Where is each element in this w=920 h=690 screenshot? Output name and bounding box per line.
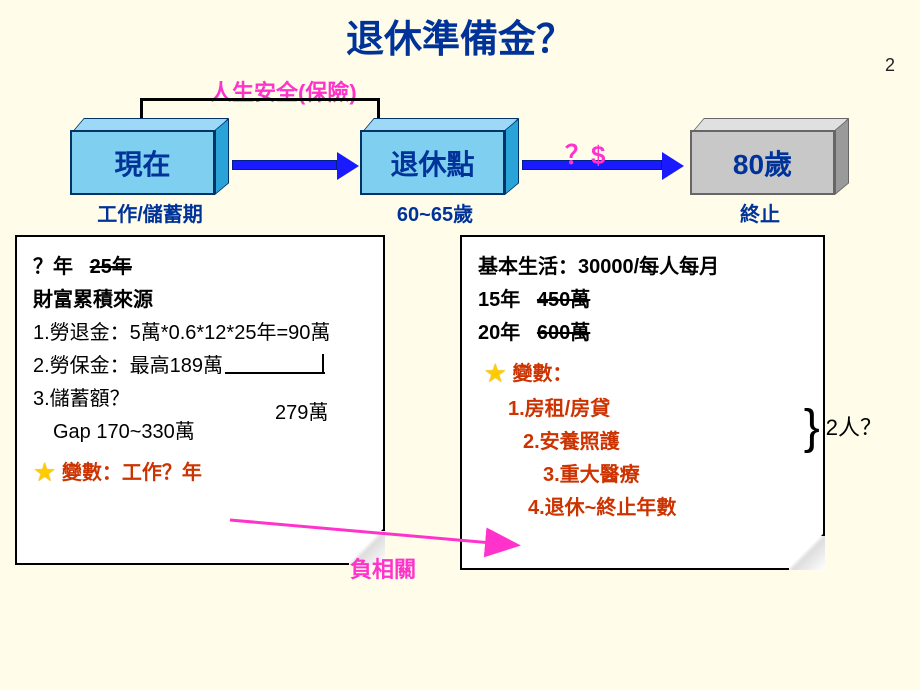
right-v2: 2.安養照護 <box>478 426 807 459</box>
neg-corr-label: 負相關 <box>350 552 416 584</box>
note-left: ？年 25年 財富累積來源 1.勞退金：5萬*0.6*12*25年=90萬 2.… <box>15 235 385 565</box>
star-icon: ★ <box>33 451 56 494</box>
sum-vert <box>322 354 324 374</box>
sum-bracket <box>225 372 325 374</box>
fold-icon <box>787 532 825 570</box>
box-now-sub: 工作/儲蓄期 <box>80 198 220 227</box>
left-l4: 2.勞保金：最高189萬 <box>33 350 367 383</box>
box-end-sub: 終止 <box>720 198 800 227</box>
note-right: 基本生活：30000/每人每月 15年 450萬 20年 600萬 } 2人？ … <box>460 235 825 570</box>
right-v4: 4.退休~終止年數 <box>478 492 807 525</box>
box-end: 80歲 <box>690 130 835 195</box>
page-title: 退休準備金？ <box>0 0 920 63</box>
two-people-text: 2人？ <box>826 410 882 446</box>
box-retire: 退休點 <box>360 130 505 195</box>
money-question: ？$ <box>565 135 605 172</box>
right-l3b: 600萬 <box>537 322 590 344</box>
right-v1: 1.房租/房貸 <box>478 393 807 426</box>
box-retire-sub: 60~65歲 <box>375 198 495 227</box>
left-l7: 變數：工作？年 <box>62 462 202 484</box>
curly-brace-icon: } <box>804 416 820 440</box>
left-l1b: 25年 <box>90 256 132 278</box>
left-sum: 279萬 <box>275 397 328 430</box>
right-l1: 基本生活：30000/每人每月 <box>478 256 719 278</box>
box-retire-title: 退休點 <box>360 130 505 195</box>
star-icon: ★ <box>484 352 507 395</box>
left-l2: 財富累積來源 <box>33 289 153 311</box>
left-l3: 1.勞退金：5萬*0.6*12*25年=90萬 <box>33 317 367 350</box>
right-v3: 3.重大醫療 <box>478 459 807 492</box>
page-number: 2 <box>885 55 895 76</box>
right-l2b: 450萬 <box>537 289 590 311</box>
box-now: 現在 <box>70 130 215 195</box>
right-l3a: 20年 <box>478 322 520 344</box>
right-var: 變數： <box>512 363 572 385</box>
right-l2a: 15年 <box>478 289 520 311</box>
two-people: } 2人？ <box>804 410 882 446</box>
box-now-title: 現在 <box>70 130 215 195</box>
left-l1a: ？年 <box>33 256 73 278</box>
box-end-title: 80歲 <box>690 130 835 195</box>
